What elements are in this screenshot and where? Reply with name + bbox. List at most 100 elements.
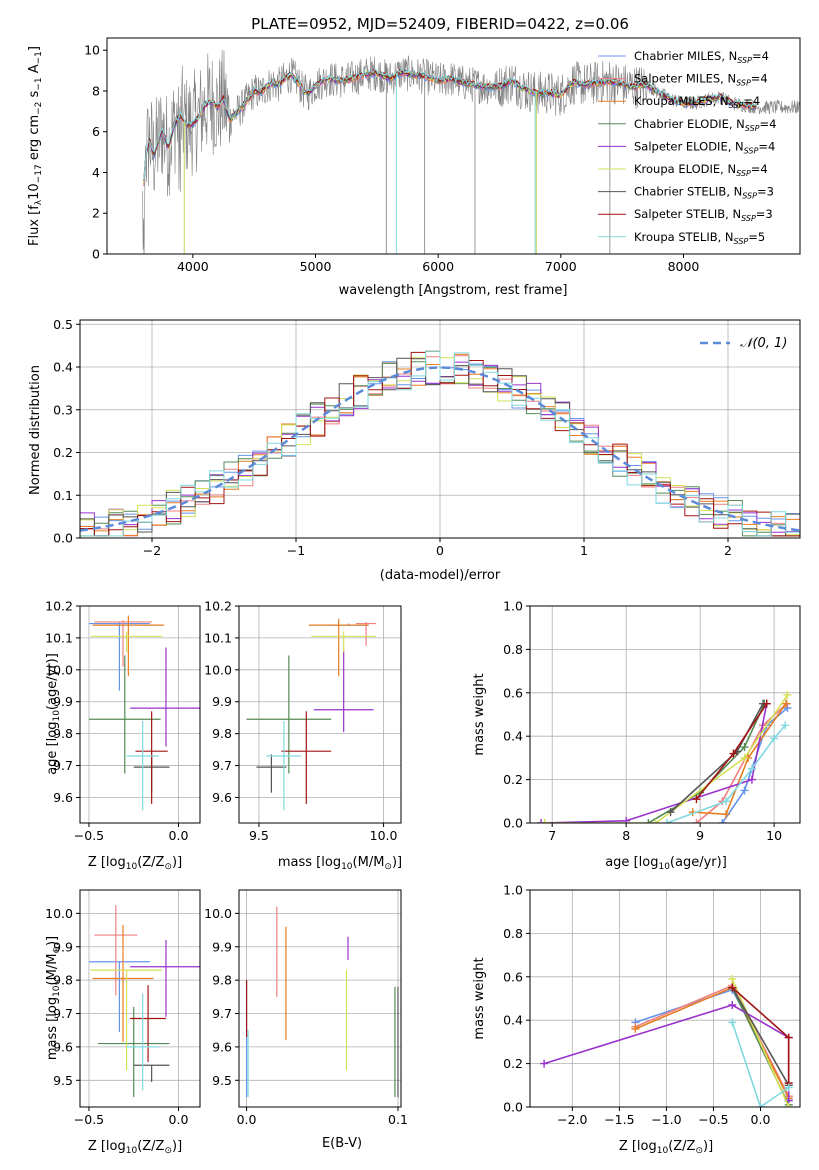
weight-marker (722, 810, 731, 819)
label-part: (M/M (353, 855, 385, 870)
label-part: ⊙ (52, 946, 62, 954)
weight-marker (781, 721, 790, 730)
weight-marker (537, 819, 546, 823)
y-tick-label: 9.8 (53, 973, 73, 988)
errorbar-point (94, 620, 152, 667)
y-tick-label: 0.6 (503, 685, 523, 700)
weight-vs-age-axes-xlabel: age [log10(age/yr)] (605, 855, 727, 872)
weight-line (544, 694, 789, 823)
label-part: −17 (34, 164, 44, 183)
weight-marker (540, 819, 549, 823)
spectrum-legend: Chabrier MILES, NSSP=4 Salpeter MILES, NS… (598, 49, 776, 246)
x-tick-label: 9.5 (249, 828, 269, 843)
weight-marker (740, 743, 749, 752)
x-tick-label: −1 (287, 543, 305, 558)
y-tick-label: 0.4 (53, 360, 73, 375)
x-tick-label: 0 (436, 543, 444, 558)
weight-vs-age-axes-ylabel: mass weight (472, 673, 487, 755)
weight-line (666, 724, 786, 823)
axes-frame (238, 605, 402, 824)
y-tick-label: 9.9 (212, 694, 232, 709)
errorbar-point (92, 615, 165, 677)
legend-label: Chabrier MILES, NSSP=4 (634, 49, 769, 65)
y-tick-label: 9.7 (212, 758, 232, 773)
weight-marker (666, 808, 675, 817)
weight-marker (784, 1103, 793, 1107)
legend-label: Kroupa MILES, NSSP=4 (634, 94, 760, 110)
weight-marker (781, 699, 790, 708)
x-tick-label: −1.5 (604, 1112, 634, 1127)
y-tick-label: 9.6 (212, 790, 232, 805)
label-part: 10 (52, 710, 62, 722)
y-tick-label: 0.2 (503, 772, 523, 787)
x-tick-label: 9 (696, 828, 704, 843)
x-tick-label: 0.0 (751, 1112, 771, 1127)
weight-vs-z-axes: −2.0 −1.5 −1.0 −0.5 0.0 0.0 0.2 0.4 0.6 0.8 1.0 Z [… (472, 883, 801, 1156)
x-tick-label: 8 (622, 828, 630, 843)
label-part: )] (703, 1139, 713, 1154)
errorbar-point (90, 631, 163, 653)
weight-vs-z-axes-ylabel: mass weight (472, 957, 487, 1039)
spectrum-axes: 4000 5000 6000 7000 8000 0 2 4 6 8 10 wavelength [A… (27, 37, 801, 298)
label-part: )] (172, 855, 182, 870)
legend-label: Kroupa ELODIE, NSSP=4 (634, 162, 768, 178)
weight-vs-z-axes-plot-area (540, 974, 793, 1107)
weight-line (541, 703, 768, 823)
mass-vs-z-axes: −0.5 0.09.59.69.79.89.910.0Z [log10(Z/Z⊙)… (45, 889, 201, 1156)
label-part: (age/yr)] (670, 855, 727, 870)
y-tick-label: 9.7 (212, 1006, 232, 1021)
mass-vs-ebv-axes-plot-area (245, 906, 399, 1097)
x-tick-label: −0.5 (74, 1112, 104, 1127)
y-tick-label: 10.1 (45, 630, 73, 645)
x-tick-label: −2 (143, 543, 161, 558)
y-tick-label: 0.0 (503, 816, 523, 831)
weight-marker (784, 1033, 793, 1042)
weight-line (635, 984, 790, 1097)
weight-vs-z-axes-xlabel: Z [log10(Z/Z⊙)] (619, 1139, 713, 1156)
errorbar-point (256, 754, 287, 793)
weight-marker (770, 734, 779, 743)
y-tick-label: 9.8 (212, 973, 232, 988)
x-tick-label: −0.5 (698, 1112, 728, 1127)
label-part: Z [log (88, 1139, 126, 1154)
y-tick-label: 0.0 (53, 531, 73, 546)
residual-histogram (80, 350, 800, 537)
label-part: 10 (658, 862, 670, 872)
x-tick-label: 4000 (177, 259, 209, 274)
spectrum-xlabel: wavelength [Angstrom, rest frame] (339, 283, 568, 298)
weight-line (647, 703, 766, 823)
weight-marker (662, 819, 671, 823)
weight-marker (631, 1024, 640, 1033)
errorbar-point (97, 1006, 170, 1097)
legend-label: Salpeter ELODIE, NSSP=4 (634, 139, 775, 155)
weight-marker (622, 816, 631, 823)
label-part: −2 (34, 102, 44, 115)
label-part: erg cm (27, 115, 42, 164)
errorbar-point (126, 720, 159, 811)
errorbar-point (311, 631, 377, 653)
x-tick-label: 2 (724, 543, 732, 558)
x-tick-label: 0.0 (169, 1112, 189, 1127)
label-part: 10 (52, 985, 62, 997)
mass-vs-z-axes-ylabel: mass [log10(M/M⊙)] (45, 936, 62, 1060)
label-part: )] (45, 936, 60, 946)
y-tick-label: 9.9 (53, 694, 73, 709)
y-tick-label: 0.3 (53, 402, 73, 417)
errorbar-point (308, 618, 369, 677)
y-tick-label: 10.0 (45, 906, 73, 921)
weight-vs-age-axes-plot-area (537, 690, 792, 823)
errorbar-point (133, 1064, 170, 1082)
y-tick-label: 9.7 (53, 758, 73, 773)
weight-line (635, 986, 790, 1099)
weight-marker (740, 753, 749, 762)
legend-label: Chabrier ELODIE, NSSP=4 (634, 117, 776, 133)
figure-title: PLATE=0952, MJD=52409, FIBERID=0422, z=0… (251, 15, 629, 33)
weight-marker (783, 703, 792, 712)
age-vs-mass-axes: 9.5 10.0 9.6 9.7 9.8 9.9 10.0 10.1 10.2 mass [log… (204, 599, 402, 873)
label-part: ⊙ (164, 862, 172, 872)
legend-label: 𝒩(0, 1) (740, 336, 787, 351)
label-part: (Z/Z (137, 855, 164, 870)
y-tick-label: 9.6 (53, 790, 73, 805)
weight-marker (692, 795, 701, 804)
weight-marker (692, 819, 701, 823)
